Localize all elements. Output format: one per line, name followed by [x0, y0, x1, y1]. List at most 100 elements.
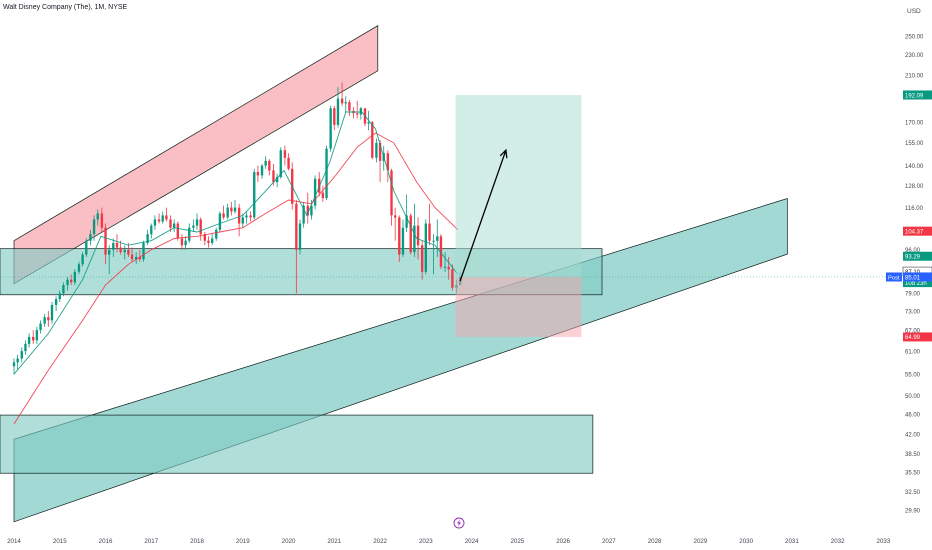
price-axis-tick: 116.00 — [905, 206, 924, 212]
candle-body — [123, 249, 126, 253]
candle-body — [253, 172, 256, 218]
candle-body — [16, 358, 19, 363]
candle-body — [443, 266, 447, 268]
price-axis-tick: 42.00 — [905, 433, 921, 439]
candle-body — [405, 215, 408, 228]
time-axis-tick: 2014 — [7, 538, 21, 545]
price-axis-tick: 170.00 — [905, 121, 924, 127]
candle-body — [218, 213, 222, 230]
candle-body — [199, 219, 202, 235]
price-axis-tick: 79.00 — [905, 292, 921, 298]
candle-body — [27, 336, 31, 344]
price-axis-currency: USD — [907, 8, 921, 15]
time-axis-tick: 2023 — [419, 538, 433, 545]
candle-body — [432, 240, 435, 242]
candle-body — [66, 279, 69, 286]
time-axis-tick: 2027 — [602, 538, 616, 545]
candle-body — [241, 217, 244, 224]
price-axis-tick: 250.00 — [905, 34, 924, 40]
candle-body — [58, 293, 61, 300]
candle-body — [50, 304, 54, 321]
candle-body — [390, 170, 393, 216]
price-label-box — [903, 226, 932, 236]
candle-body — [237, 207, 241, 224]
candle-body — [180, 238, 184, 246]
candle-body — [85, 240, 88, 255]
candle-body — [138, 256, 142, 260]
candle-body — [424, 223, 428, 272]
candle-body — [413, 225, 416, 253]
candle-body — [12, 362, 16, 367]
candle-body — [420, 245, 424, 272]
price-label-text: 64.99 — [905, 335, 921, 341]
lower-zone — [0, 414, 594, 474]
candle-body — [142, 242, 145, 260]
price-axis-tick: 35.50 — [905, 470, 921, 476]
candles-layer — [12, 82, 462, 375]
candle-body — [264, 160, 267, 166]
candle-body — [260, 165, 264, 176]
moving-average-30 — [13, 132, 459, 425]
candle-body — [268, 160, 271, 171]
time-axis-tick: 2018 — [190, 538, 204, 545]
candle-body — [256, 172, 260, 176]
time-axis-tick: 2029 — [694, 538, 708, 545]
candle-body — [107, 249, 111, 255]
candle-body — [313, 178, 317, 206]
target-arrow-head — [499, 148, 508, 159]
candle-body — [329, 108, 332, 149]
time-axis-background — [0, 530, 932, 550]
time-axis-tick: 2019 — [236, 538, 250, 545]
candle-body — [283, 150, 287, 158]
candle-body — [89, 234, 92, 241]
time-axis[interactable]: 2014 2015 2016 2017 2018 2019 2020 2021 2022 2023… — [0, 517, 932, 550]
candle-body — [127, 249, 130, 255]
candle-body — [222, 213, 225, 218]
time-axis-tick: 2030 — [739, 538, 753, 545]
candle-body — [336, 98, 340, 125]
candle-body — [439, 236, 443, 267]
price-axis-tick: 155.00 — [905, 141, 924, 147]
time-axis-tick: 2033 — [877, 538, 891, 545]
candle-body — [375, 142, 378, 158]
price-axis-tick: 230.00 — [905, 53, 924, 59]
time-axis-tick: 2020 — [282, 538, 296, 545]
candle-body — [112, 242, 115, 250]
candle-body — [210, 238, 214, 243]
price-label-box — [903, 90, 932, 100]
candle-body — [96, 213, 99, 220]
time-axis-tick: 2028 — [648, 538, 662, 545]
candle-body — [302, 205, 305, 224]
time-axis-tick: 2015 — [53, 538, 67, 545]
candle-body — [32, 336, 35, 341]
price-axis-tick: 210.00 — [905, 73, 924, 79]
candle-body — [62, 285, 65, 294]
candle-body — [77, 264, 81, 272]
candle-body — [150, 225, 153, 235]
candle-body — [184, 240, 187, 246]
moving-averages-layer — [13, 111, 459, 425]
candle-body — [279, 150, 282, 178]
price-label-text: 93.29 — [905, 255, 921, 261]
candle-body — [100, 213, 104, 228]
time-axis-tick: 2016 — [99, 538, 113, 545]
price-label-text: 104.37 — [905, 229, 924, 235]
price-label-box — [903, 278, 932, 288]
price-label-text: 10d 23h — [905, 281, 927, 287]
candle-body — [295, 203, 298, 250]
candle-body — [398, 217, 401, 255]
candle-body — [367, 122, 370, 124]
candle-body — [245, 215, 248, 218]
candle-body — [325, 148, 328, 199]
candle-body — [153, 219, 157, 226]
candle-body — [24, 343, 27, 352]
candle-body — [92, 219, 96, 235]
price-axis-tick: 38.50 — [905, 452, 921, 458]
candle-body — [188, 227, 191, 241]
price-axis[interactable]: USD 250.00 230.00 210.00 170.00 155.00 140.00… — [895, 0, 932, 530]
candle-body — [35, 330, 39, 341]
candle-body — [393, 215, 397, 218]
